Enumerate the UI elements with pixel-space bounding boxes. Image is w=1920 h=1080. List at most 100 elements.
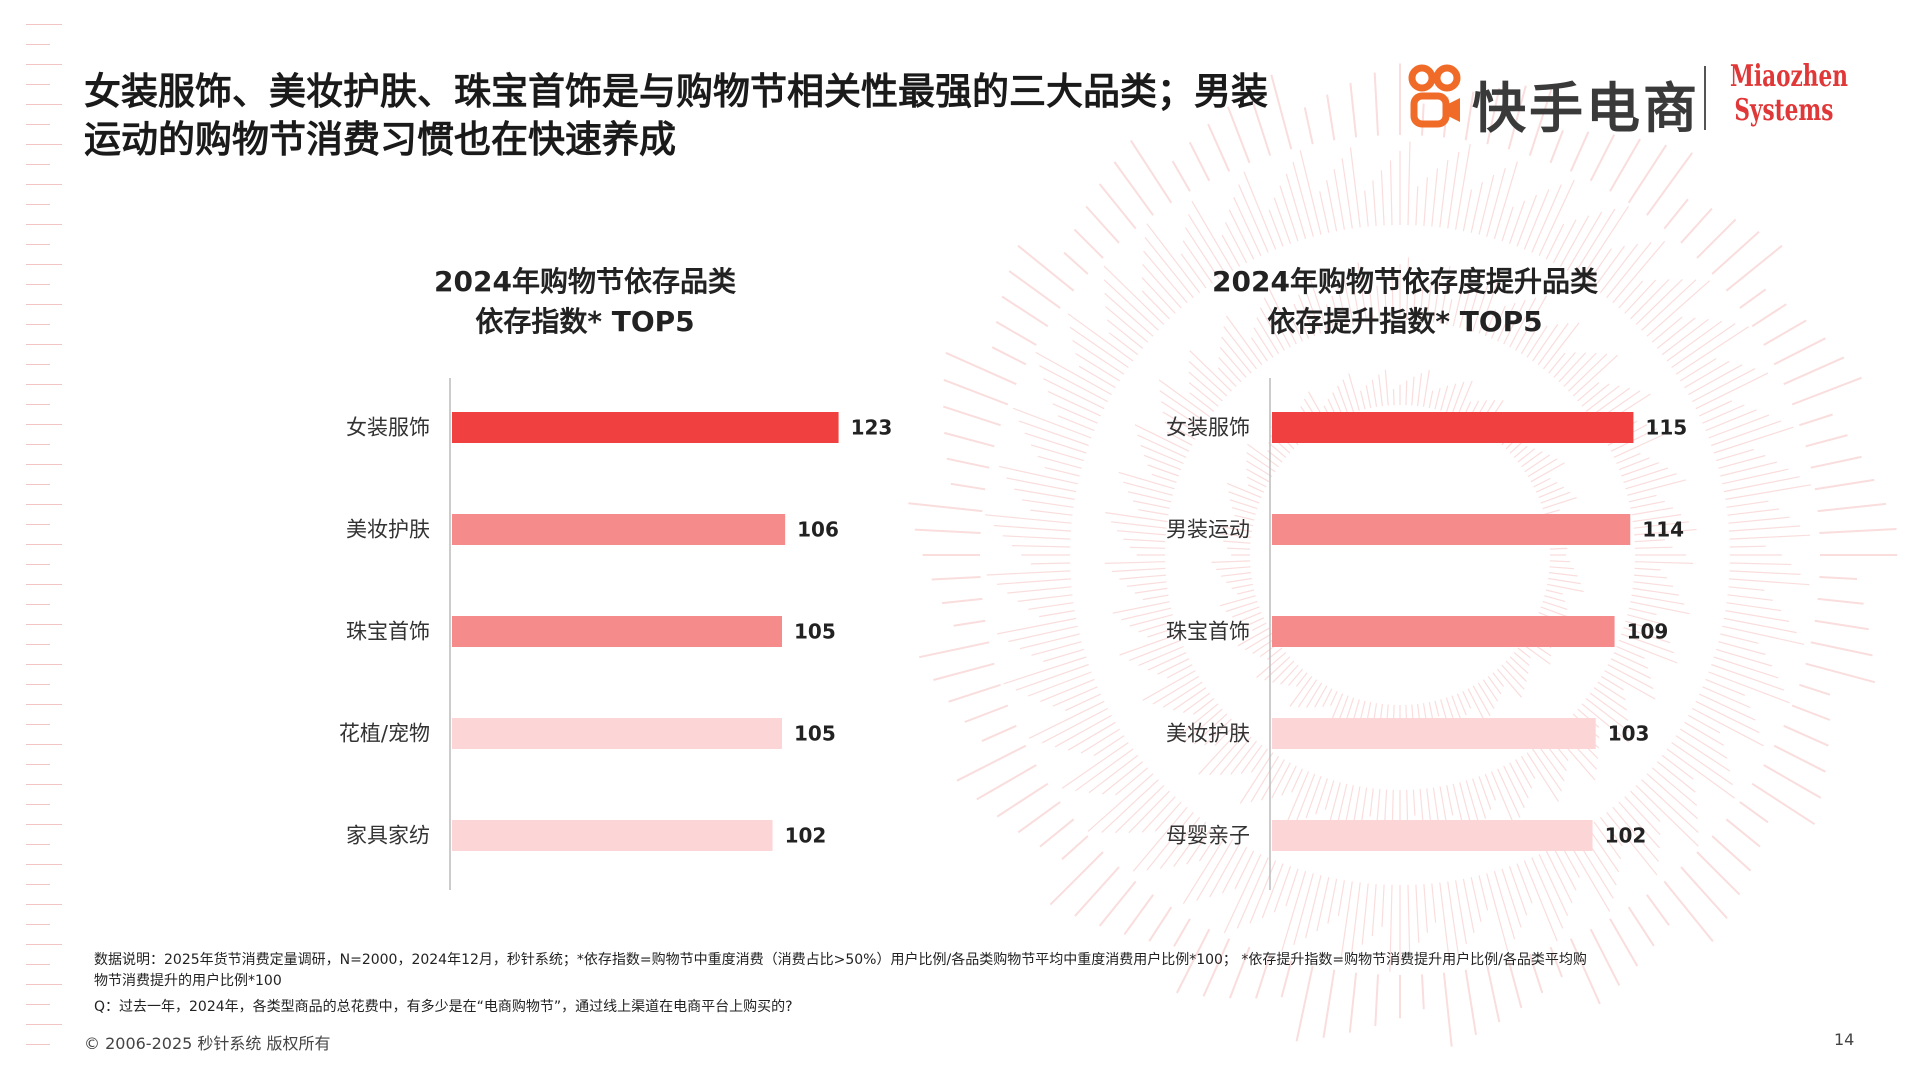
burst-ray [1031, 641, 1082, 656]
burst-ray [1238, 184, 1269, 253]
burst-ray [1039, 365, 1109, 403]
burst-ray [1040, 678, 1095, 702]
burst-ray [950, 482, 986, 491]
burst-ray [1763, 764, 1822, 799]
burst-ray [1341, 158, 1353, 229]
left-tick-decoration [26, 24, 66, 1064]
burst-ray [997, 617, 1077, 635]
burst-ray [1061, 835, 1089, 861]
burst-ray [908, 502, 983, 513]
kuaishou-brand-name: 快手电商 [1472, 77, 1700, 140]
burst-ray [1171, 160, 1191, 192]
tick-mark [26, 444, 50, 445]
burst-ray [985, 514, 1072, 524]
burst-ray [1074, 866, 1120, 917]
burst-ray [1729, 545, 1766, 548]
category-label: 美妆护肤 [346, 518, 430, 542]
tick-mark [26, 764, 50, 765]
burst-ray [1726, 500, 1769, 508]
burst-ray [1447, 151, 1460, 229]
tick-mark [26, 524, 50, 525]
burst-ray [1819, 528, 1897, 534]
burst-ray [1052, 686, 1098, 707]
burst-ray [1037, 455, 1082, 469]
burst-ray [1711, 420, 1782, 447]
tick-mark [26, 1004, 50, 1005]
burst-ray [1017, 244, 1075, 292]
burst-ray [1067, 313, 1134, 362]
category-label: 家具家纺 [346, 824, 430, 848]
burst-ray [1799, 413, 1833, 427]
burst-ray [1173, 918, 1191, 947]
burst-ray [1285, 173, 1307, 239]
category-label: 美妆护肤 [1166, 722, 1250, 746]
burst-ray [931, 576, 981, 581]
tick-mark [26, 664, 62, 665]
tick-mark [26, 24, 62, 25]
tick-mark [26, 424, 62, 425]
bar [452, 718, 782, 749]
burst-ray [1372, 180, 1377, 226]
chart-1-title-line-2: 依存指数* TOP5 [475, 305, 695, 338]
burst-ray [1720, 633, 1759, 644]
burst-ray [1728, 516, 1790, 524]
burst-ray [1191, 200, 1234, 271]
tick-mark [26, 404, 50, 405]
footnote-line-2: 物节消费提升的用户比例*100 [94, 973, 282, 989]
kuaishou-logo-icon [1408, 64, 1461, 128]
burst-ray [1123, 894, 1154, 935]
tick-mark [26, 1024, 62, 1025]
burst-ray [981, 724, 1017, 743]
burst-ray [1763, 319, 1807, 346]
burst-ray [1279, 185, 1299, 242]
burst-ray [1011, 545, 1071, 548]
burst-ray [1739, 288, 1767, 309]
chart-2-title: 2024年购物节依存度提升品类 依存提升指数* TOP5 [1125, 262, 1685, 342]
bar-value-label: 123 [851, 416, 893, 440]
burst-ray [1493, 161, 1518, 239]
tick-mark [26, 984, 62, 985]
burst-ray [1002, 535, 1071, 540]
tick-mark [26, 784, 62, 785]
brand-divider [1704, 66, 1706, 130]
burst-ray [995, 321, 1037, 346]
burst-ray [993, 524, 1071, 532]
tick-mark [26, 304, 62, 305]
miaozhen-logo: Miaozhen Systems [1730, 60, 1848, 128]
burst-ray [1326, 180, 1338, 232]
burst-ray [1431, 168, 1439, 227]
miaozhen-logo-line-1: Miaozhen [1730, 59, 1848, 94]
tick-mark [26, 704, 62, 705]
tick-mark [26, 464, 62, 465]
burst-ray [1061, 742, 1129, 789]
burst-ray [1057, 415, 1095, 432]
burst-ray [941, 597, 983, 605]
burst-ray [943, 378, 1009, 406]
burst-ray [996, 578, 1071, 585]
burst-ray [1113, 161, 1154, 216]
tick-mark [26, 384, 62, 385]
burst-ray [1716, 648, 1773, 667]
burst-ray [1043, 378, 1105, 410]
burst-ray [1462, 189, 1473, 232]
category-label: 女装服饰 [1166, 416, 1250, 440]
burst-ray [1718, 454, 1766, 469]
burst-ray [1007, 586, 1072, 594]
burst-ray [1723, 476, 1800, 493]
burst-ray [1729, 562, 1792, 566]
tick-mark [26, 284, 50, 285]
burst-ray [1708, 671, 1790, 704]
burst-ray [1233, 196, 1262, 256]
burst-ray [1751, 303, 1787, 328]
tick-mark [26, 944, 62, 945]
burst-ray [1148, 906, 1173, 942]
burst-ray [1024, 432, 1087, 454]
burst-ray [1817, 597, 1864, 605]
burst-ray [1008, 270, 1061, 309]
brand-logos: 快手电商 Miaozhen Systems [1408, 58, 1878, 140]
burst-ray [946, 457, 990, 469]
tick-mark [26, 324, 50, 325]
bar [1272, 718, 1596, 749]
burst-ray [1039, 610, 1075, 618]
tick-mark [26, 564, 50, 565]
